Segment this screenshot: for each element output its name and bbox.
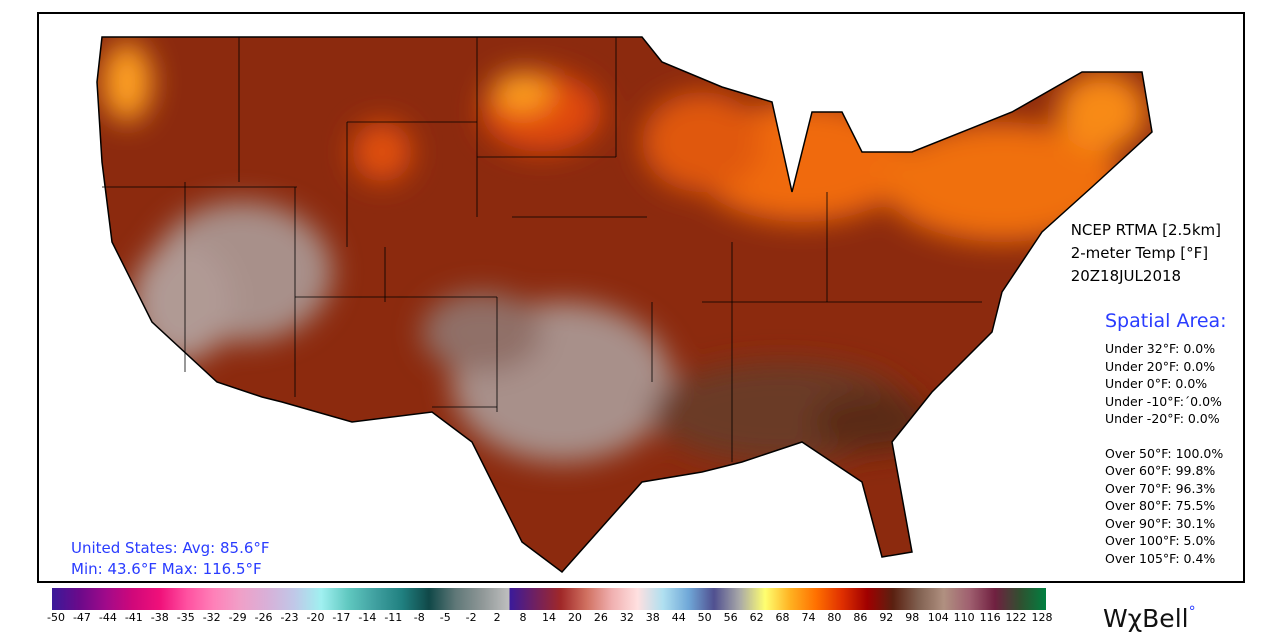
colorbar-tick-label: 110 xyxy=(953,611,975,624)
colorbar-tick-label: 74 xyxy=(801,611,816,624)
stat-under: Under -20°F: 0.0% xyxy=(1105,411,1220,426)
stat-over: Over 105°F: 0.4% xyxy=(1105,550,1216,566)
temperature-field xyxy=(97,37,1152,572)
stat-over: Over 80°F: 75.5% xyxy=(1105,498,1216,513)
colorbar-tick-label: -50 xyxy=(47,611,65,624)
colorbar-tick-label: 92 xyxy=(879,611,894,624)
colorbar-tick-label: -32 xyxy=(202,611,221,624)
map-frame: NCEP RTMA [2.5km] 2-meter Temp [°F] 20Z1… xyxy=(37,12,1245,583)
stat-over: Over 60°F: 99.8% xyxy=(1105,463,1216,478)
colorbar-tick-label: -14 xyxy=(358,611,377,624)
colorbar-tick-label: -26 xyxy=(254,611,273,624)
colorbar-tick-label: 122 xyxy=(1005,611,1027,624)
colorbar-tick-label: 8 xyxy=(519,611,527,624)
us-average: United States: Avg: 85.6°F xyxy=(71,539,270,557)
colorbar-tick-label: 20 xyxy=(567,611,582,624)
state-borders xyxy=(102,37,982,462)
colorbar-tick-label: 98 xyxy=(905,611,920,624)
map-info: NCEP RTMA [2.5km] 2-meter Temp [°F] 20Z1… xyxy=(1071,219,1221,288)
colorbar-tick-label: -5 xyxy=(439,611,451,624)
stat-over: Over 90°F: 30.1% xyxy=(1105,515,1216,531)
colorbar xyxy=(52,588,1046,610)
spatial-area-title: Spatial Area: xyxy=(1105,310,1227,332)
colorbar-tick-label: 68 xyxy=(775,611,790,624)
us-summary: United States: Avg: 85.6°F Min: 43.6°F M… xyxy=(71,538,270,580)
colorbar-tick-label: 86 xyxy=(853,611,868,624)
stat-under: Under -10°F:´0.0% xyxy=(1105,393,1222,409)
colorbar-tick-label: 26 xyxy=(593,611,608,624)
stat-over: Over 70°F: 96.3% xyxy=(1105,480,1216,496)
valid-time-label: 20Z18JUL2018 xyxy=(1070,267,1182,285)
us-min-max: Min: 43.6°F Max: 116.5°F xyxy=(71,560,262,578)
spatial-area-panel: Spatial Area: Under 32°F: 0.0% Under 20°… xyxy=(1105,310,1227,567)
logo-dot: ° xyxy=(1188,604,1196,620)
wxbell-logo: WχBell° xyxy=(1103,604,1196,633)
colorbar-tick-label: -2 xyxy=(465,611,477,624)
colorbar-tick-label: -17 xyxy=(332,611,351,624)
colorbar-ticks: -50 -47 -44 -41 -38 -35 -32 -29 -26 -23 -20 -17 -14-… xyxy=(47,611,1052,625)
colorbar-tick-label: -47 xyxy=(72,611,91,624)
stat-over: Over 100°F: 5.0% xyxy=(1105,533,1216,548)
stat-under: Under 0°F: 0.0% xyxy=(1105,376,1208,391)
colorbar-tick-label: -11 xyxy=(384,611,403,624)
stat-under: Under 32°F: 0.0% xyxy=(1105,341,1216,356)
colorbar-tick-label: 128 xyxy=(1031,611,1053,624)
colorbar-tick-label: 62 xyxy=(749,611,764,624)
logo-text: WχBell xyxy=(1103,604,1189,633)
temperature-map xyxy=(96,36,1153,573)
colorbar-tick-label: -35 xyxy=(176,611,195,624)
colorbar-tick-label: 50 xyxy=(697,611,712,624)
variable-label: 2-meter Temp [°F] xyxy=(1070,244,1209,262)
stat-over: Over 50°F: 100.0% xyxy=(1105,445,1224,461)
colorbar-tick-label: 80 xyxy=(827,611,842,624)
colorbar-tick-label: -20 xyxy=(306,611,325,624)
colorbar-tick-label: -23 xyxy=(280,611,299,624)
colorbar-tick-label: 14 xyxy=(542,611,556,624)
colorbar-tick-label: 32 xyxy=(619,611,634,624)
colorbar-tick-label: 116 xyxy=(979,611,1001,624)
model-label: NCEP RTMA [2.5km] xyxy=(1070,221,1221,239)
colorbar-tick-label: 44 xyxy=(671,611,686,624)
colorbar-tick-label: -29 xyxy=(228,611,247,624)
colorbar-tick-label: -41 xyxy=(124,611,143,624)
colorbar-tick-label: -38 xyxy=(150,611,169,624)
colorbar-tick-label: 2 xyxy=(493,611,501,624)
stat-under: Under 20°F: 0.0% xyxy=(1105,358,1216,374)
colorbar-tick-label: 38 xyxy=(645,611,660,624)
colorbar-tick-label: -8 xyxy=(413,611,425,624)
colorbar-tick-label: -44 xyxy=(98,611,117,624)
colorbar-tick-label: 104 xyxy=(927,611,949,624)
colorbar-tick-label: 56 xyxy=(723,611,738,624)
